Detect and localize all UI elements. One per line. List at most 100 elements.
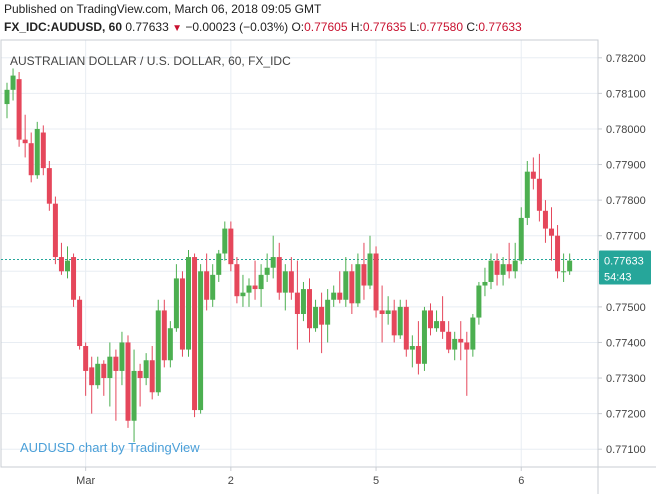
candle-body — [415, 346, 421, 364]
candle-body — [331, 292, 337, 300]
candle — [101, 360, 107, 396]
candle — [198, 264, 204, 414]
high-value: 0.77635 — [362, 20, 407, 34]
candle-body — [246, 285, 252, 293]
candle — [482, 267, 488, 297]
candle-body — [506, 264, 512, 272]
candle — [125, 335, 131, 428]
candle — [107, 342, 113, 407]
candle-body — [240, 292, 246, 297]
candle-body — [319, 306, 325, 325]
candle — [95, 356, 101, 389]
candle-body — [349, 271, 355, 304]
candle — [385, 296, 391, 325]
y-tick-label: 0.77200 — [606, 409, 646, 421]
candle — [264, 253, 270, 282]
candle — [421, 306, 427, 371]
current-price-tag: 0.77633 54:43 — [599, 250, 651, 285]
candle-body — [258, 274, 264, 290]
candle — [173, 264, 179, 332]
candle — [337, 271, 343, 304]
candle-body — [198, 271, 204, 411]
candle-body — [222, 228, 228, 254]
candle-body — [482, 281, 488, 286]
candle — [549, 207, 554, 261]
candle — [186, 249, 191, 357]
candle-body — [428, 310, 433, 329]
price-change: −0.00023 (−0.03%) — [185, 20, 289, 34]
close-value: 0.77633 — [478, 20, 522, 34]
candle — [258, 264, 264, 307]
x-tick-label: 2 — [228, 475, 234, 487]
candle — [555, 225, 561, 279]
candle — [494, 253, 500, 286]
y-tick-label: 0.78000 — [606, 124, 646, 136]
candle-body — [46, 168, 52, 204]
grid — [1, 40, 598, 467]
candle — [216, 249, 222, 282]
candle-body — [28, 143, 34, 176]
candle — [119, 331, 125, 386]
high-label: H: — [350, 20, 363, 34]
candle-body — [228, 228, 234, 265]
candle — [294, 260, 300, 350]
candle-body — [89, 367, 95, 386]
candle-body — [367, 253, 373, 286]
candle — [403, 299, 409, 357]
candle — [137, 363, 143, 407]
candle-body — [131, 370, 137, 421]
candle — [373, 246, 379, 318]
candle-body — [52, 203, 58, 258]
candle-body — [22, 139, 28, 144]
candle — [307, 278, 312, 343]
candle — [222, 221, 228, 261]
y-tick-label: 0.77800 — [606, 195, 646, 207]
candle — [470, 313, 476, 357]
candle — [167, 321, 173, 368]
candle-body — [458, 338, 464, 343]
candle-body — [325, 299, 331, 325]
candle — [228, 221, 234, 272]
candle-body — [40, 132, 46, 169]
candle — [476, 281, 482, 325]
candle — [252, 260, 258, 300]
candle-body — [10, 75, 16, 90]
candle-body — [337, 292, 343, 300]
candle-body — [476, 285, 482, 318]
candle-body — [542, 210, 548, 229]
candle-body — [192, 257, 198, 411]
candle — [204, 253, 210, 311]
candle — [446, 321, 452, 354]
candle-body — [488, 260, 494, 282]
candle — [40, 125, 46, 176]
candle-body — [567, 260, 573, 272]
candle — [149, 346, 155, 400]
candle — [361, 242, 367, 300]
candle-body — [403, 306, 409, 350]
candle-body — [561, 271, 567, 273]
low-label: L: — [409, 20, 420, 34]
candle — [428, 303, 433, 336]
candle — [240, 274, 246, 307]
candle-body — [361, 264, 367, 286]
candle-body — [446, 331, 452, 350]
y-tick-label: 0.77900 — [606, 160, 646, 172]
candle — [349, 264, 355, 314]
candle-body — [125, 342, 131, 421]
candle — [65, 246, 70, 279]
candle — [10, 68, 16, 101]
candle — [512, 242, 518, 279]
watermark: AUDUSD chart by TradingView — [20, 440, 200, 455]
candle-body — [343, 271, 349, 300]
candle — [155, 299, 161, 396]
y-tick-label: 0.77100 — [606, 444, 646, 456]
candle — [379, 285, 385, 343]
candle-body — [210, 274, 216, 300]
y-tick-label: 0.77400 — [606, 337, 646, 349]
y-tick-label: 0.77500 — [606, 302, 646, 314]
open-label: O: — [291, 20, 305, 34]
candle-body — [4, 89, 10, 105]
candle-body — [113, 356, 119, 371]
x-tick-label: 5 — [373, 475, 379, 487]
